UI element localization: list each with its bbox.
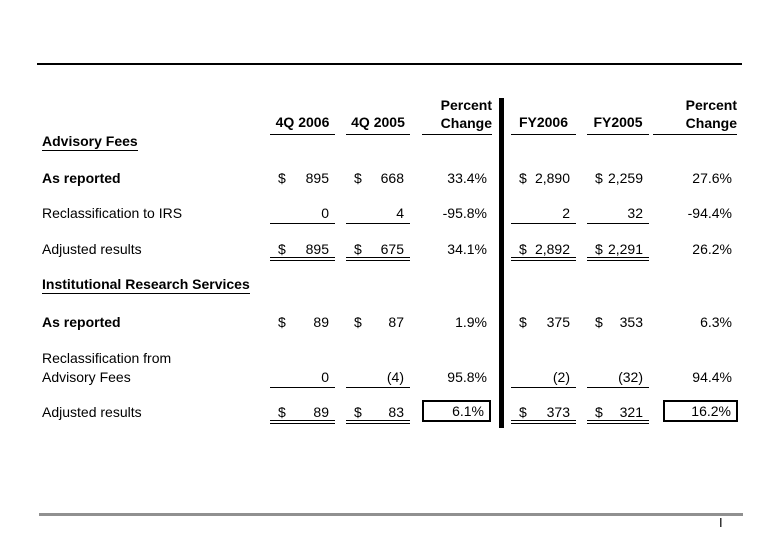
cell-irs-adjusted-q2005: $ 83 <box>346 403 410 424</box>
currency-symbol: $ <box>278 170 286 186</box>
section-title-advisory-fees: Advisory Fees <box>42 133 138 151</box>
value: 895 <box>305 170 329 186</box>
cell-irs-reclass-q2006: 0 <box>270 368 335 388</box>
top-horizontal-rule <box>37 63 742 65</box>
cell-adv-reclass-pct-q: -95.8% <box>442 205 487 221</box>
cell-adv-adjusted-fy2006: $ 2,892 <box>511 240 576 261</box>
cell-adv-adjusted-q2005: $ 675 <box>346 240 410 261</box>
row-label-line2: Advisory Fees <box>42 369 131 385</box>
change-label: Change <box>685 115 737 131</box>
currency-symbol: $ <box>278 314 286 330</box>
cell-irs-reclass-fy2005: (32) <box>587 368 649 388</box>
currency-symbol: $ <box>595 170 603 186</box>
value: 2,892 <box>534 241 570 257</box>
cell-irs-reclass-q2005: (4) <box>346 368 410 388</box>
currency-symbol: $ <box>278 404 286 420</box>
currency-symbol: $ <box>519 170 527 186</box>
change-label: Change <box>440 115 492 131</box>
column-header-4q2005: 4Q 2005 <box>346 96 410 135</box>
cell-irs-adjusted-fy2005: $ 321 <box>587 403 649 424</box>
bottom-horizontal-rule <box>39 513 743 516</box>
value: 89 <box>313 404 329 420</box>
cell-irs-reported-fy2005: $ 353 <box>587 313 649 331</box>
currency-symbol: $ <box>519 314 527 330</box>
currency-symbol: $ <box>595 404 603 420</box>
value: 668 <box>380 170 404 186</box>
currency-symbol: $ <box>354 404 362 420</box>
cell-irs-reported-q2005: $ 87 <box>346 313 410 331</box>
column-group-divider-rule <box>499 98 504 428</box>
percent-label: Percent <box>685 97 737 113</box>
section-title-institutional-research-services: Institutional Research Services <box>42 276 250 294</box>
cell-irs-reported-q2006: $ 89 <box>270 313 335 331</box>
cell-irs-reported-pct-q: 1.9% <box>455 314 487 330</box>
page-number: I <box>719 515 723 530</box>
value: 675 <box>380 241 404 257</box>
cell-adv-adjusted-fy2005: $ 2,291 <box>587 240 649 261</box>
currency-symbol: $ <box>354 241 362 257</box>
value: 2,291 <box>607 241 643 257</box>
value: 895 <box>305 241 329 257</box>
cell-irs-reported-pct-fy: 6.3% <box>700 314 732 330</box>
column-header-percent-change-fy: Percent Change <box>653 96 737 135</box>
cell-adv-reported-fy2006: $ 2,890 <box>511 169 576 187</box>
cell-adv-adjusted-q2006: $ 895 <box>270 240 335 261</box>
cell-adv-reported-pct-fy: 27.6% <box>692 170 732 186</box>
currency-symbol: $ <box>354 314 362 330</box>
cell-adv-reclass-q2005: 4 <box>346 204 410 224</box>
currency-symbol: $ <box>595 314 603 330</box>
cell-adv-reported-pct-q: 33.4% <box>447 170 487 186</box>
cell-adv-adjusted-pct-fy: 26.2% <box>692 241 732 257</box>
cell-adv-reclass-q2006: 0 <box>270 204 335 224</box>
currency-symbol: $ <box>278 241 286 257</box>
value: 321 <box>619 404 643 420</box>
highlight-box-pct-fy: 16.2% <box>663 400 738 422</box>
currency-symbol: $ <box>354 170 362 186</box>
cell-irs-reclass-pct-q: 95.8% <box>447 369 487 385</box>
column-header-percent-change-quarter: Percent Change <box>422 96 492 135</box>
value: 89 <box>313 314 329 330</box>
cell-adv-reported-q2005: $ 668 <box>346 169 410 187</box>
row-label-irs-adjusted: Adjusted results <box>42 404 142 420</box>
cell-irs-reclass-fy2006: (2) <box>511 368 576 388</box>
value: 373 <box>546 404 570 420</box>
cell-adv-reported-fy2005: $ 2,259 <box>587 169 649 187</box>
cell-adv-reclass-fy2006: 2 <box>511 204 576 224</box>
cell-irs-reclass-pct-fy: 94.4% <box>692 369 732 385</box>
value: 375 <box>546 314 570 330</box>
row-label-line1: Reclassification from <box>42 350 172 366</box>
currency-symbol: $ <box>519 241 527 257</box>
currency-symbol: $ <box>519 404 527 420</box>
column-header-fy2005: FY2005 <box>587 96 649 135</box>
value: 2,259 <box>607 170 643 186</box>
cell-adv-reclass-pct-fy: -94.4% <box>687 205 732 221</box>
percent-label: Percent <box>440 97 492 113</box>
value: 353 <box>619 314 643 330</box>
row-label-irs-reclass: Reclassification from Advisory Fees <box>42 349 171 387</box>
row-label-adv-adjusted: Adjusted results <box>42 241 142 257</box>
row-label-irs-as-reported: As reported <box>42 314 121 330</box>
cell-adv-reclass-fy2005: 32 <box>587 204 649 224</box>
cell-adv-adjusted-pct-q: 34.1% <box>447 241 487 257</box>
value: 87 <box>388 314 404 330</box>
currency-symbol: $ <box>595 241 603 257</box>
row-label-adv-as-reported: As reported <box>42 170 121 186</box>
cell-irs-reported-fy2006: $ 375 <box>511 313 576 331</box>
highlight-box-pct-quarter: 6.1% <box>422 400 491 422</box>
cell-adv-reported-q2006: $ 895 <box>270 169 335 187</box>
cell-irs-adjusted-q2006: $ 89 <box>270 403 335 424</box>
row-label-adv-reclass: Reclassification to IRS <box>42 205 183 221</box>
column-header-4q2006: 4Q 2006 <box>270 96 335 135</box>
column-header-fy2006: FY2006 <box>511 96 576 135</box>
value: 83 <box>388 404 404 420</box>
cell-irs-adjusted-fy2006: $ 373 <box>511 403 576 424</box>
value: 2,890 <box>534 170 570 186</box>
